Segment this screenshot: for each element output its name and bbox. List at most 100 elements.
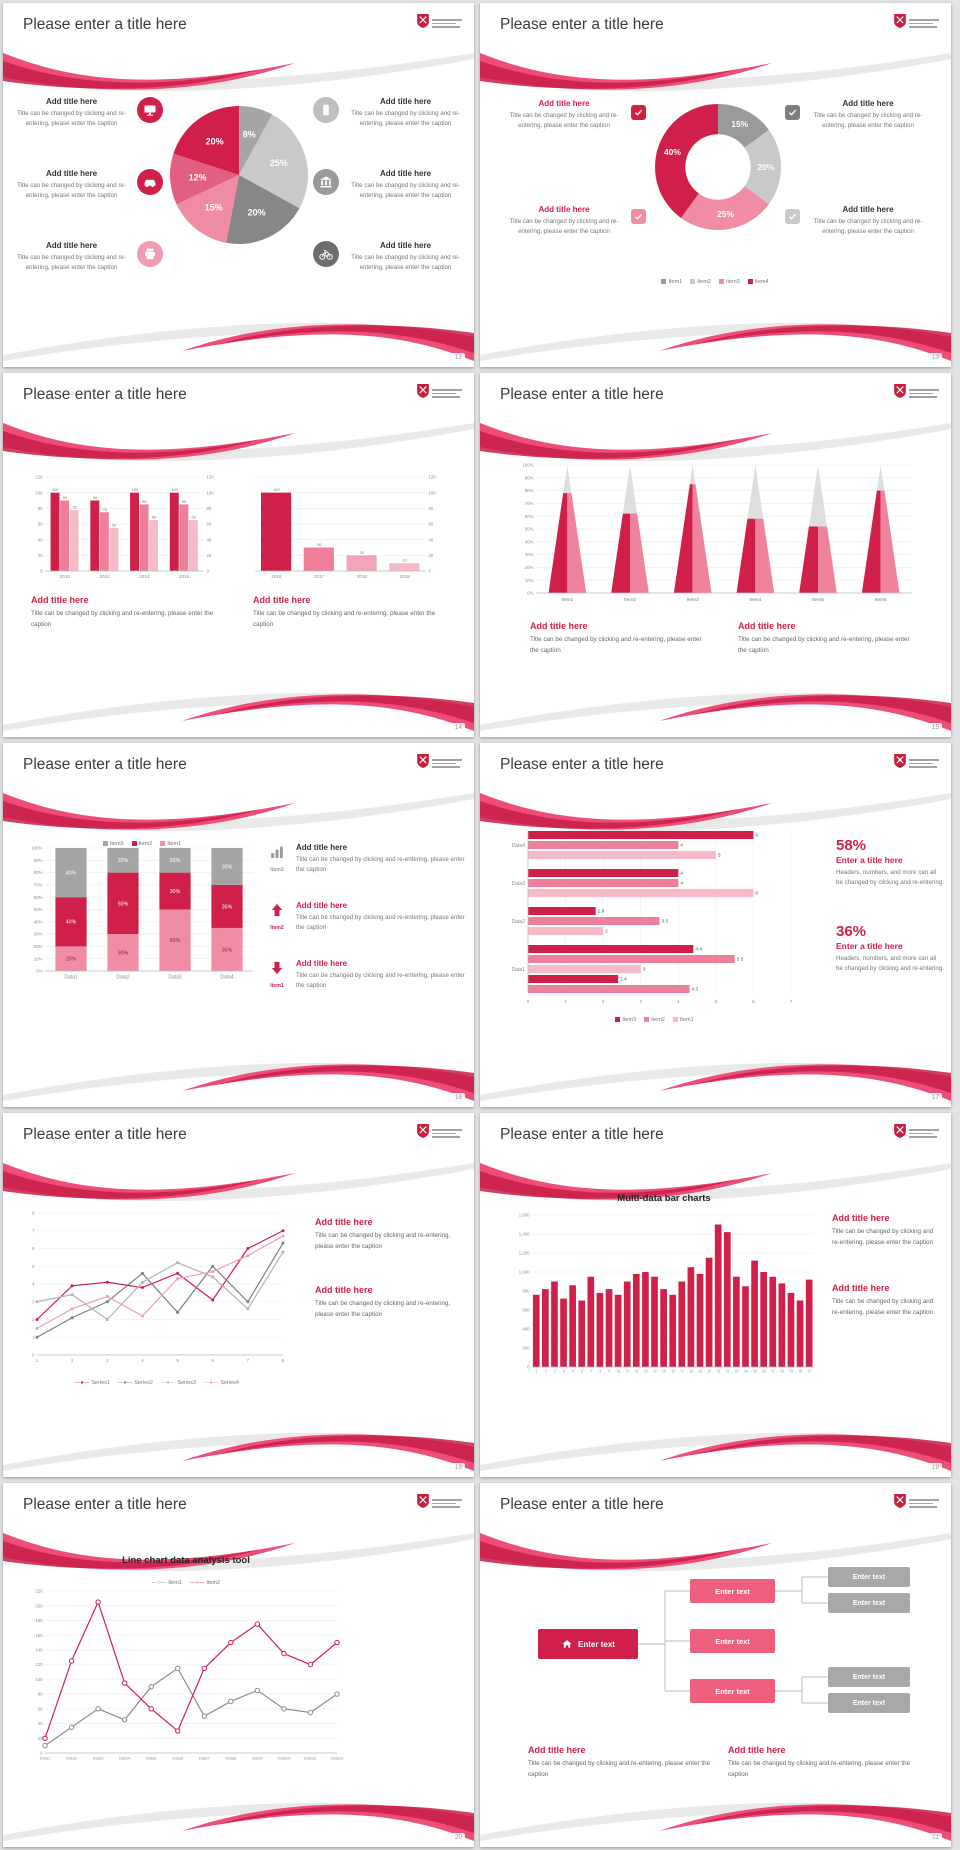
- svg-text:10%: 10%: [525, 578, 534, 583]
- horizontal-bar-chart: 0 1 2 3 4 5 6 7 6 4 5 Data4 4 4 6 Data3 1.8 3.5 2 Data2 4.4 5…: [502, 829, 807, 1007]
- svg-text:7: 7: [790, 999, 793, 1004]
- svg-text:8%: 8%: [243, 130, 256, 140]
- svg-text:1,600: 1,600: [519, 1213, 530, 1218]
- slide-19[interactable]: Please enter a title here 19 Multi-data …: [480, 1113, 951, 1477]
- row-caption: Title can be changed by clicking and re-…: [296, 972, 465, 990]
- svg-text:200: 200: [35, 1603, 43, 1608]
- chart-legend: —○— Item1 —○— Item2: [151, 1580, 221, 1586]
- top-ribbon-decoration: [3, 47, 474, 103]
- svg-text:2.4: 2.4: [620, 977, 627, 983]
- chart-title: Line chart data analysis tool: [122, 1555, 250, 1566]
- svg-text:3: 3: [639, 999, 642, 1004]
- section-title: Add title here: [728, 1745, 786, 1755]
- svg-text:60: 60: [429, 522, 434, 527]
- bottom-ribbon-decoration: [3, 311, 474, 367]
- feature-title: Add title here: [379, 241, 432, 250]
- diagram-mid-box: Enter text: [690, 1679, 775, 1703]
- svg-text:6: 6: [755, 833, 758, 839]
- svg-text:Data2: Data2: [116, 975, 130, 981]
- svg-text:40: 40: [207, 537, 212, 542]
- university-logo: [417, 1494, 462, 1513]
- slide-16[interactable]: Please enter a title here 16 Item3 Item2 I…: [3, 743, 474, 1107]
- block-title: Add title here: [842, 99, 894, 108]
- svg-text:0%: 0%: [527, 591, 533, 596]
- svg-text:Data10: Data10: [277, 1756, 291, 1761]
- list-item: Item1 Add title here Title can be change…: [265, 959, 465, 991]
- svg-text:40%: 40%: [66, 871, 77, 877]
- svg-text:80: 80: [207, 506, 212, 511]
- slide-21[interactable]: Please enter a title here 21 Enter text …: [480, 1483, 951, 1847]
- svg-text:0: 0: [527, 1365, 530, 1370]
- svg-text:30%: 30%: [525, 552, 534, 557]
- diagram-root-box: Enter text: [538, 1629, 638, 1659]
- slide-14[interactable]: Please enter a title here 14 0 0 20 20 40 40 6…: [3, 373, 474, 737]
- svg-text:21: 21: [717, 1370, 721, 1374]
- svg-text:20: 20: [207, 553, 212, 558]
- svg-text:40%: 40%: [66, 920, 77, 926]
- svg-text:20%: 20%: [34, 944, 43, 949]
- svg-text:35%: 35%: [222, 947, 233, 953]
- svg-text:2018: 2018: [357, 574, 368, 579]
- svg-text:2: 2: [71, 1358, 74, 1363]
- svg-text:20%: 20%: [248, 207, 266, 217]
- svg-text:3: 3: [32, 1299, 35, 1304]
- block-title: Add title here: [538, 99, 590, 108]
- list-item: Item3 Add title here Title can be change…: [265, 843, 465, 875]
- svg-text:35%: 35%: [222, 904, 233, 910]
- svg-text:60%: 60%: [525, 514, 534, 519]
- svg-text:0: 0: [40, 1751, 43, 1756]
- slide-20[interactable]: Please enter a title here 20 Line chart …: [3, 1483, 474, 1847]
- svg-text:180: 180: [35, 1618, 43, 1623]
- svg-text:8: 8: [599, 1370, 601, 1374]
- checkbox-icon: [631, 209, 646, 224]
- university-logo: [417, 384, 462, 403]
- bottom-ribbon-decoration: [3, 1791, 474, 1847]
- row-caption: Title can be changed by clicking and re-…: [296, 856, 465, 874]
- svg-text:40%: 40%: [525, 539, 534, 544]
- svg-text:2014: 2014: [139, 574, 150, 579]
- slide-17[interactable]: Please enter a title here 17 0 1 2 3 4 5 6 7 6 4 5…: [480, 743, 951, 1107]
- feature-caption: Title can be changed by clicking and re-…: [351, 254, 460, 272]
- svg-text:65: 65: [152, 515, 156, 520]
- feature-caption: Title can be changed by clicking and re-…: [17, 182, 126, 200]
- diagram-mid-box: Enter text: [690, 1629, 775, 1653]
- block-caption: Title can be changed by clicking and re-…: [509, 112, 619, 130]
- svg-text:4: 4: [563, 1370, 565, 1374]
- svg-text:Data2: Data2: [512, 919, 526, 925]
- slide-title: Please enter a title here: [23, 386, 187, 403]
- chart-title: Multi-data bar charts: [617, 1193, 711, 1204]
- bottom-ribbon-decoration: [480, 1421, 951, 1477]
- svg-text:50%: 50%: [525, 527, 534, 532]
- svg-text:5.5: 5.5: [737, 957, 744, 963]
- svg-text:7: 7: [32, 1228, 35, 1233]
- svg-text:25%: 25%: [717, 209, 734, 219]
- svg-text:4.4: 4.4: [695, 947, 702, 953]
- section-caption: Title can be changed by clicking and re-…: [530, 636, 702, 654]
- top-ribbon-decoration: [3, 1157, 474, 1213]
- bottom-ribbon-decoration: [3, 1051, 474, 1107]
- svg-text:120: 120: [35, 1662, 43, 1667]
- page-number: 14: [451, 723, 465, 732]
- diagram-connectors: [510, 1567, 942, 1749]
- svg-text:25%: 25%: [270, 158, 288, 168]
- page-number: 17: [928, 1093, 942, 1102]
- svg-text:65: 65: [192, 515, 196, 520]
- top-ribbon-decoration: [480, 47, 951, 103]
- text-block: Add title here Title can be changed by c…: [806, 205, 930, 237]
- slide-12[interactable]: Please enter a title here 12 8% 25% 20% 15%…: [3, 3, 474, 367]
- slide-15[interactable]: Please enter a title here 15 0% 10% 20% 30%…: [480, 373, 951, 737]
- block-caption: Title can be changed by clicking and re-…: [509, 218, 619, 236]
- svg-text:2: 2: [602, 999, 605, 1004]
- svg-text:2: 2: [605, 929, 608, 935]
- svg-text:3: 3: [554, 1370, 556, 1374]
- diagram-mid-box: Enter text: [690, 1579, 775, 1603]
- checkbox-icon: [785, 209, 800, 224]
- stat-block: 36% Enter a title here Headers, numbers,…: [836, 923, 944, 974]
- svg-text:30%: 30%: [222, 864, 233, 870]
- svg-text:0%: 0%: [36, 969, 42, 974]
- svg-text:2: 2: [545, 1370, 547, 1374]
- slide-13[interactable]: Please enter a title here 13 15% 20% 25% 40…: [480, 3, 951, 367]
- shield-icon: [894, 14, 906, 33]
